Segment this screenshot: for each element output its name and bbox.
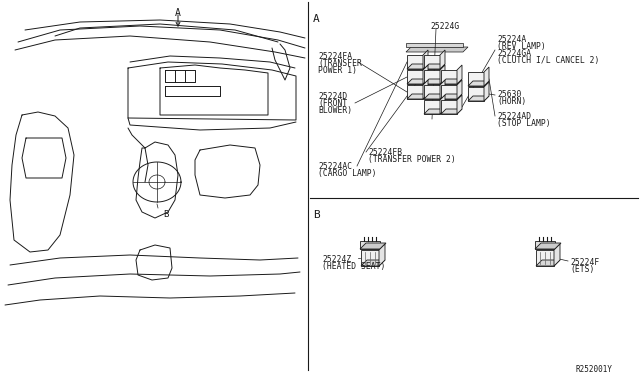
Polygon shape	[440, 50, 445, 69]
Polygon shape	[424, 55, 440, 69]
Polygon shape	[407, 64, 428, 69]
Polygon shape	[535, 241, 555, 249]
Polygon shape	[361, 260, 385, 266]
Polygon shape	[423, 65, 428, 84]
Polygon shape	[441, 109, 462, 114]
Text: A: A	[313, 14, 320, 24]
Text: B: B	[163, 210, 168, 219]
Text: (ETS): (ETS)	[570, 265, 595, 274]
Text: 25224AD: 25224AD	[497, 112, 531, 121]
Polygon shape	[360, 241, 380, 249]
Text: (TRANSFER: (TRANSFER	[318, 59, 362, 68]
Polygon shape	[424, 100, 440, 114]
Polygon shape	[406, 47, 468, 52]
Polygon shape	[457, 95, 462, 114]
Polygon shape	[468, 72, 484, 86]
Text: 25224GA: 25224GA	[497, 49, 531, 58]
Polygon shape	[440, 95, 445, 114]
Text: (HORN): (HORN)	[497, 97, 526, 106]
Polygon shape	[407, 79, 428, 84]
Text: 25224G: 25224G	[430, 22, 460, 31]
Polygon shape	[440, 65, 445, 84]
Text: BLOWER): BLOWER)	[318, 106, 352, 115]
Polygon shape	[407, 55, 423, 69]
Polygon shape	[379, 244, 385, 266]
Text: 25224D: 25224D	[318, 92, 348, 101]
Text: 25224FB: 25224FB	[368, 148, 402, 157]
Polygon shape	[535, 243, 561, 249]
Polygon shape	[424, 94, 445, 99]
Polygon shape	[424, 109, 445, 114]
Polygon shape	[423, 80, 428, 99]
Polygon shape	[457, 80, 462, 99]
Polygon shape	[407, 94, 428, 99]
Polygon shape	[424, 64, 445, 69]
Text: (TRANSFER POWER 2): (TRANSFER POWER 2)	[368, 155, 456, 164]
Polygon shape	[361, 250, 379, 266]
Text: A: A	[175, 8, 181, 18]
Polygon shape	[407, 70, 423, 84]
Text: 25224F: 25224F	[570, 258, 599, 267]
Polygon shape	[554, 244, 560, 266]
Polygon shape	[441, 85, 457, 99]
Polygon shape	[424, 79, 445, 84]
Polygon shape	[468, 87, 484, 101]
Polygon shape	[441, 79, 462, 84]
Polygon shape	[440, 80, 445, 99]
Polygon shape	[468, 96, 489, 101]
Polygon shape	[468, 81, 489, 86]
Text: (STOP LAMP): (STOP LAMP)	[497, 119, 550, 128]
Text: 25224AC: 25224AC	[318, 162, 352, 171]
Polygon shape	[536, 250, 554, 266]
Text: (REV LAMP): (REV LAMP)	[497, 42, 546, 51]
Polygon shape	[441, 70, 457, 84]
Polygon shape	[423, 50, 428, 69]
Text: 25224Z: 25224Z	[322, 255, 351, 264]
Text: (HEATED SEAT): (HEATED SEAT)	[322, 262, 385, 271]
Polygon shape	[360, 243, 386, 249]
Polygon shape	[441, 94, 462, 99]
Text: B: B	[313, 210, 320, 220]
Text: (CLUTCH I/L CANCEL 2): (CLUTCH I/L CANCEL 2)	[497, 56, 600, 65]
Polygon shape	[406, 43, 463, 47]
Polygon shape	[407, 85, 423, 99]
Polygon shape	[536, 260, 560, 266]
Text: POWER 1): POWER 1)	[318, 66, 357, 75]
Polygon shape	[424, 70, 440, 84]
Text: R252001Y: R252001Y	[575, 365, 612, 372]
Polygon shape	[484, 67, 489, 86]
Polygon shape	[441, 100, 457, 114]
Text: 25224FA: 25224FA	[318, 52, 352, 61]
Text: 25630: 25630	[497, 90, 522, 99]
Text: 25224A: 25224A	[497, 35, 526, 44]
Text: (CARGO LAMP): (CARGO LAMP)	[318, 169, 376, 178]
Polygon shape	[484, 82, 489, 101]
Polygon shape	[457, 65, 462, 84]
Polygon shape	[424, 85, 440, 99]
Text: (FRONT: (FRONT	[318, 99, 348, 108]
